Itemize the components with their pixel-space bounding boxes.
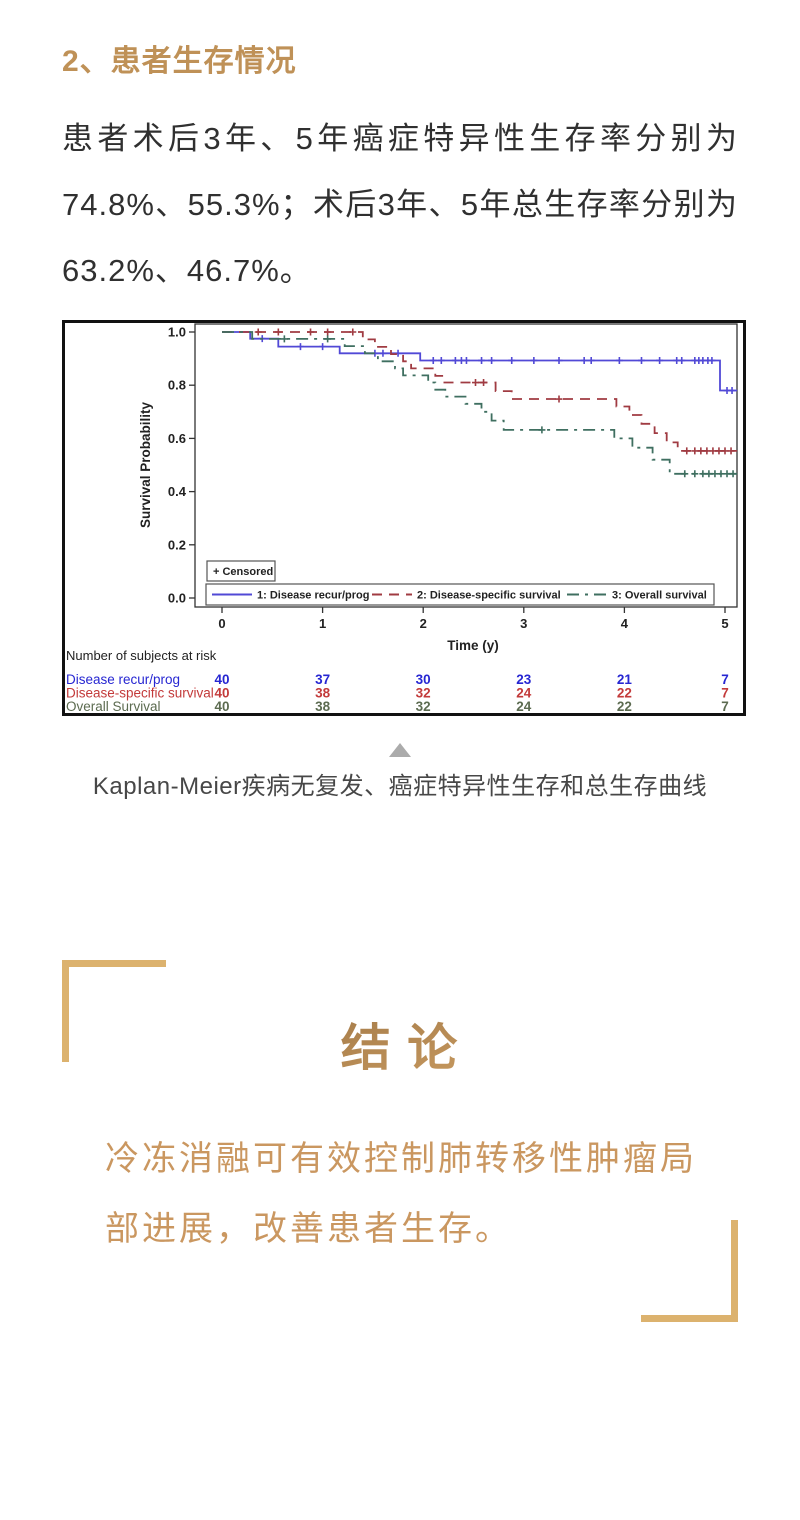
svg-text:Number of subjects at risk: Number of subjects at risk xyxy=(66,648,217,663)
svg-text:1: 1 xyxy=(319,616,326,631)
km-figure: 0.0 0.2 0.4 0.6 0.8 1.0 0 1 2 3 4 5 Time (y) Survival… xyxy=(62,320,746,721)
svg-text:40: 40 xyxy=(214,672,229,687)
svg-text:Time (y): Time (y) xyxy=(447,638,499,653)
svg-text:2: 2 xyxy=(420,616,427,631)
collapse-arrow-icon[interactable] xyxy=(389,743,411,757)
svg-text:22: 22 xyxy=(617,686,632,701)
svg-text:Survival Probability: Survival Probability xyxy=(138,401,153,528)
svg-text:0.6: 0.6 xyxy=(168,431,186,446)
figure-caption: Kaplan-Meier疾病无复发、癌症特异性生存和总生存曲线 xyxy=(92,773,708,800)
conclusion-title: 结 论 xyxy=(62,960,738,1078)
svg-text:Overall Survival: Overall Survival xyxy=(66,699,161,714)
svg-text:40: 40 xyxy=(214,686,229,701)
svg-text:0.2: 0.2 xyxy=(168,537,186,552)
svg-text:4: 4 xyxy=(621,616,629,631)
svg-text:0.8: 0.8 xyxy=(168,378,186,393)
svg-text:24: 24 xyxy=(516,686,532,701)
svg-text:23: 23 xyxy=(516,672,532,687)
svg-text:40: 40 xyxy=(214,699,229,714)
svg-text:5: 5 xyxy=(721,616,728,631)
svg-text:Disease recur/prog: Disease recur/prog xyxy=(66,672,180,687)
svg-text:3: 3 xyxy=(520,616,527,631)
svg-text:30: 30 xyxy=(416,672,431,687)
article-body: 2、患者生存情况 患者术后3年、5年癌症特异性生存率分别为74.8%、55.3%… xyxy=(0,42,800,304)
svg-text:38: 38 xyxy=(315,686,331,701)
svg-text:22: 22 xyxy=(617,699,632,714)
svg-text:7: 7 xyxy=(721,699,729,714)
survival-rates-paragraph: 患者术后3年、5年癌症特异性生存率分别为74.8%、55.3%；术后3年、5年总… xyxy=(62,121,738,288)
corner-bracket-top-left xyxy=(62,960,166,1062)
svg-text:Disease-specific survival: Disease-specific survival xyxy=(66,686,214,701)
svg-text:0.4: 0.4 xyxy=(168,484,187,499)
svg-text:2: Disease-specific survival: 2: Disease-specific survival xyxy=(417,590,561,602)
svg-text:0: 0 xyxy=(218,616,225,631)
svg-text:1.0: 1.0 xyxy=(168,325,186,340)
section-heading: 2、患者生存情况 xyxy=(62,45,297,78)
corner-bracket-bottom-right xyxy=(641,1220,738,1322)
svg-text:0.0: 0.0 xyxy=(168,591,186,606)
svg-text:24: 24 xyxy=(516,699,532,714)
svg-text:+ Censored: + Censored xyxy=(213,566,273,578)
svg-text:38: 38 xyxy=(315,699,331,714)
svg-text:21: 21 xyxy=(617,672,633,687)
svg-text:3: Overall survival: 3: Overall survival xyxy=(612,590,707,602)
conclusion-section: 结 论 冷冻消融可有效控制肺转移性肿瘤局部进展，改善患者生存。 xyxy=(62,960,738,1325)
svg-text:32: 32 xyxy=(416,699,431,714)
conclusion-body: 冷冻消融可有效控制肺转移性肿瘤局部进展，改善患者生存。 xyxy=(105,1140,697,1248)
svg-text:37: 37 xyxy=(315,672,330,687)
svg-text:1: Disease recur/prog: 1: Disease recur/prog xyxy=(257,590,370,602)
svg-text:7: 7 xyxy=(721,672,729,687)
svg-text:7: 7 xyxy=(721,686,729,701)
svg-text:32: 32 xyxy=(416,686,431,701)
